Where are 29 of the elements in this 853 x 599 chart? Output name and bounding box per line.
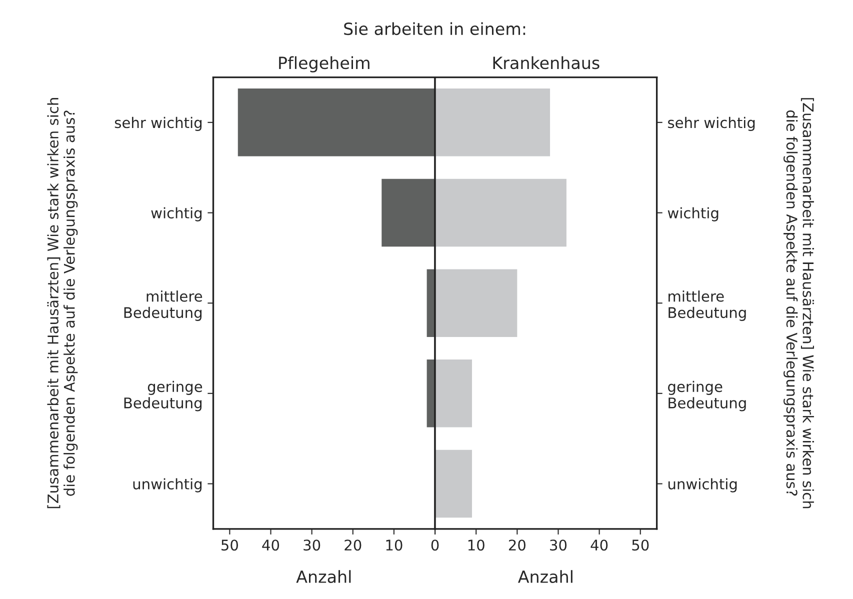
x-axis-title: Anzahl: [296, 570, 351, 584]
x-tick-label: 10: [386, 540, 402, 551]
x-tick-label: 50: [632, 540, 649, 551]
y-tick-label: mittlere Bedeutung: [668, 290, 746, 321]
bar: [435, 450, 472, 518]
y-tick-label: geringe Bedeutung: [124, 380, 202, 412]
chart-title: Krankenhaus: [493, 56, 600, 70]
x-tick-label: 20: [508, 540, 526, 551]
y-tick-label: sehr wichtig: [114, 116, 202, 132]
x-tick-label: 0: [431, 540, 439, 551]
y-tick-label: unwichtig: [133, 478, 202, 492]
x-tick-label: 20: [344, 540, 362, 551]
y-tick-label: unwichtig: [668, 478, 737, 492]
x-tick-label: 50: [222, 540, 238, 551]
x-tick-label: 10: [468, 540, 484, 551]
y-tick-label: wichtig: [668, 207, 718, 222]
y-tick-label: geringe Bedeutung: [668, 380, 746, 412]
x-tick-label: 40: [262, 540, 280, 551]
y-axis-title: [Zusammenarbeit mit Hausärzten] Wie stark wirken sich die folgenden Aspekte auf die Verlegungspraxis aus?: [47, 98, 78, 508]
y2-axis-title: [Zusammenarbeit mit Hausärzten] Wie stark wirken sich die folgenden Aspekte auf die Verlegungspraxis aus?: [784, 98, 814, 508]
y-tick-label: wichtig: [151, 207, 202, 222]
y-tick-label: sehr wichtig: [668, 116, 755, 132]
chart-title: Pflegeheim: [279, 56, 370, 72]
x-tick-label: 30: [550, 540, 567, 551]
text: Sie arbeiten in einem:: [344, 22, 526, 36]
y-tick-label: mittlere Bedeutung: [124, 290, 202, 321]
x-tick-label: 30: [304, 540, 320, 551]
x-tick-label: 40: [590, 540, 608, 551]
x-axis-title: Anzahl: [518, 570, 572, 584]
